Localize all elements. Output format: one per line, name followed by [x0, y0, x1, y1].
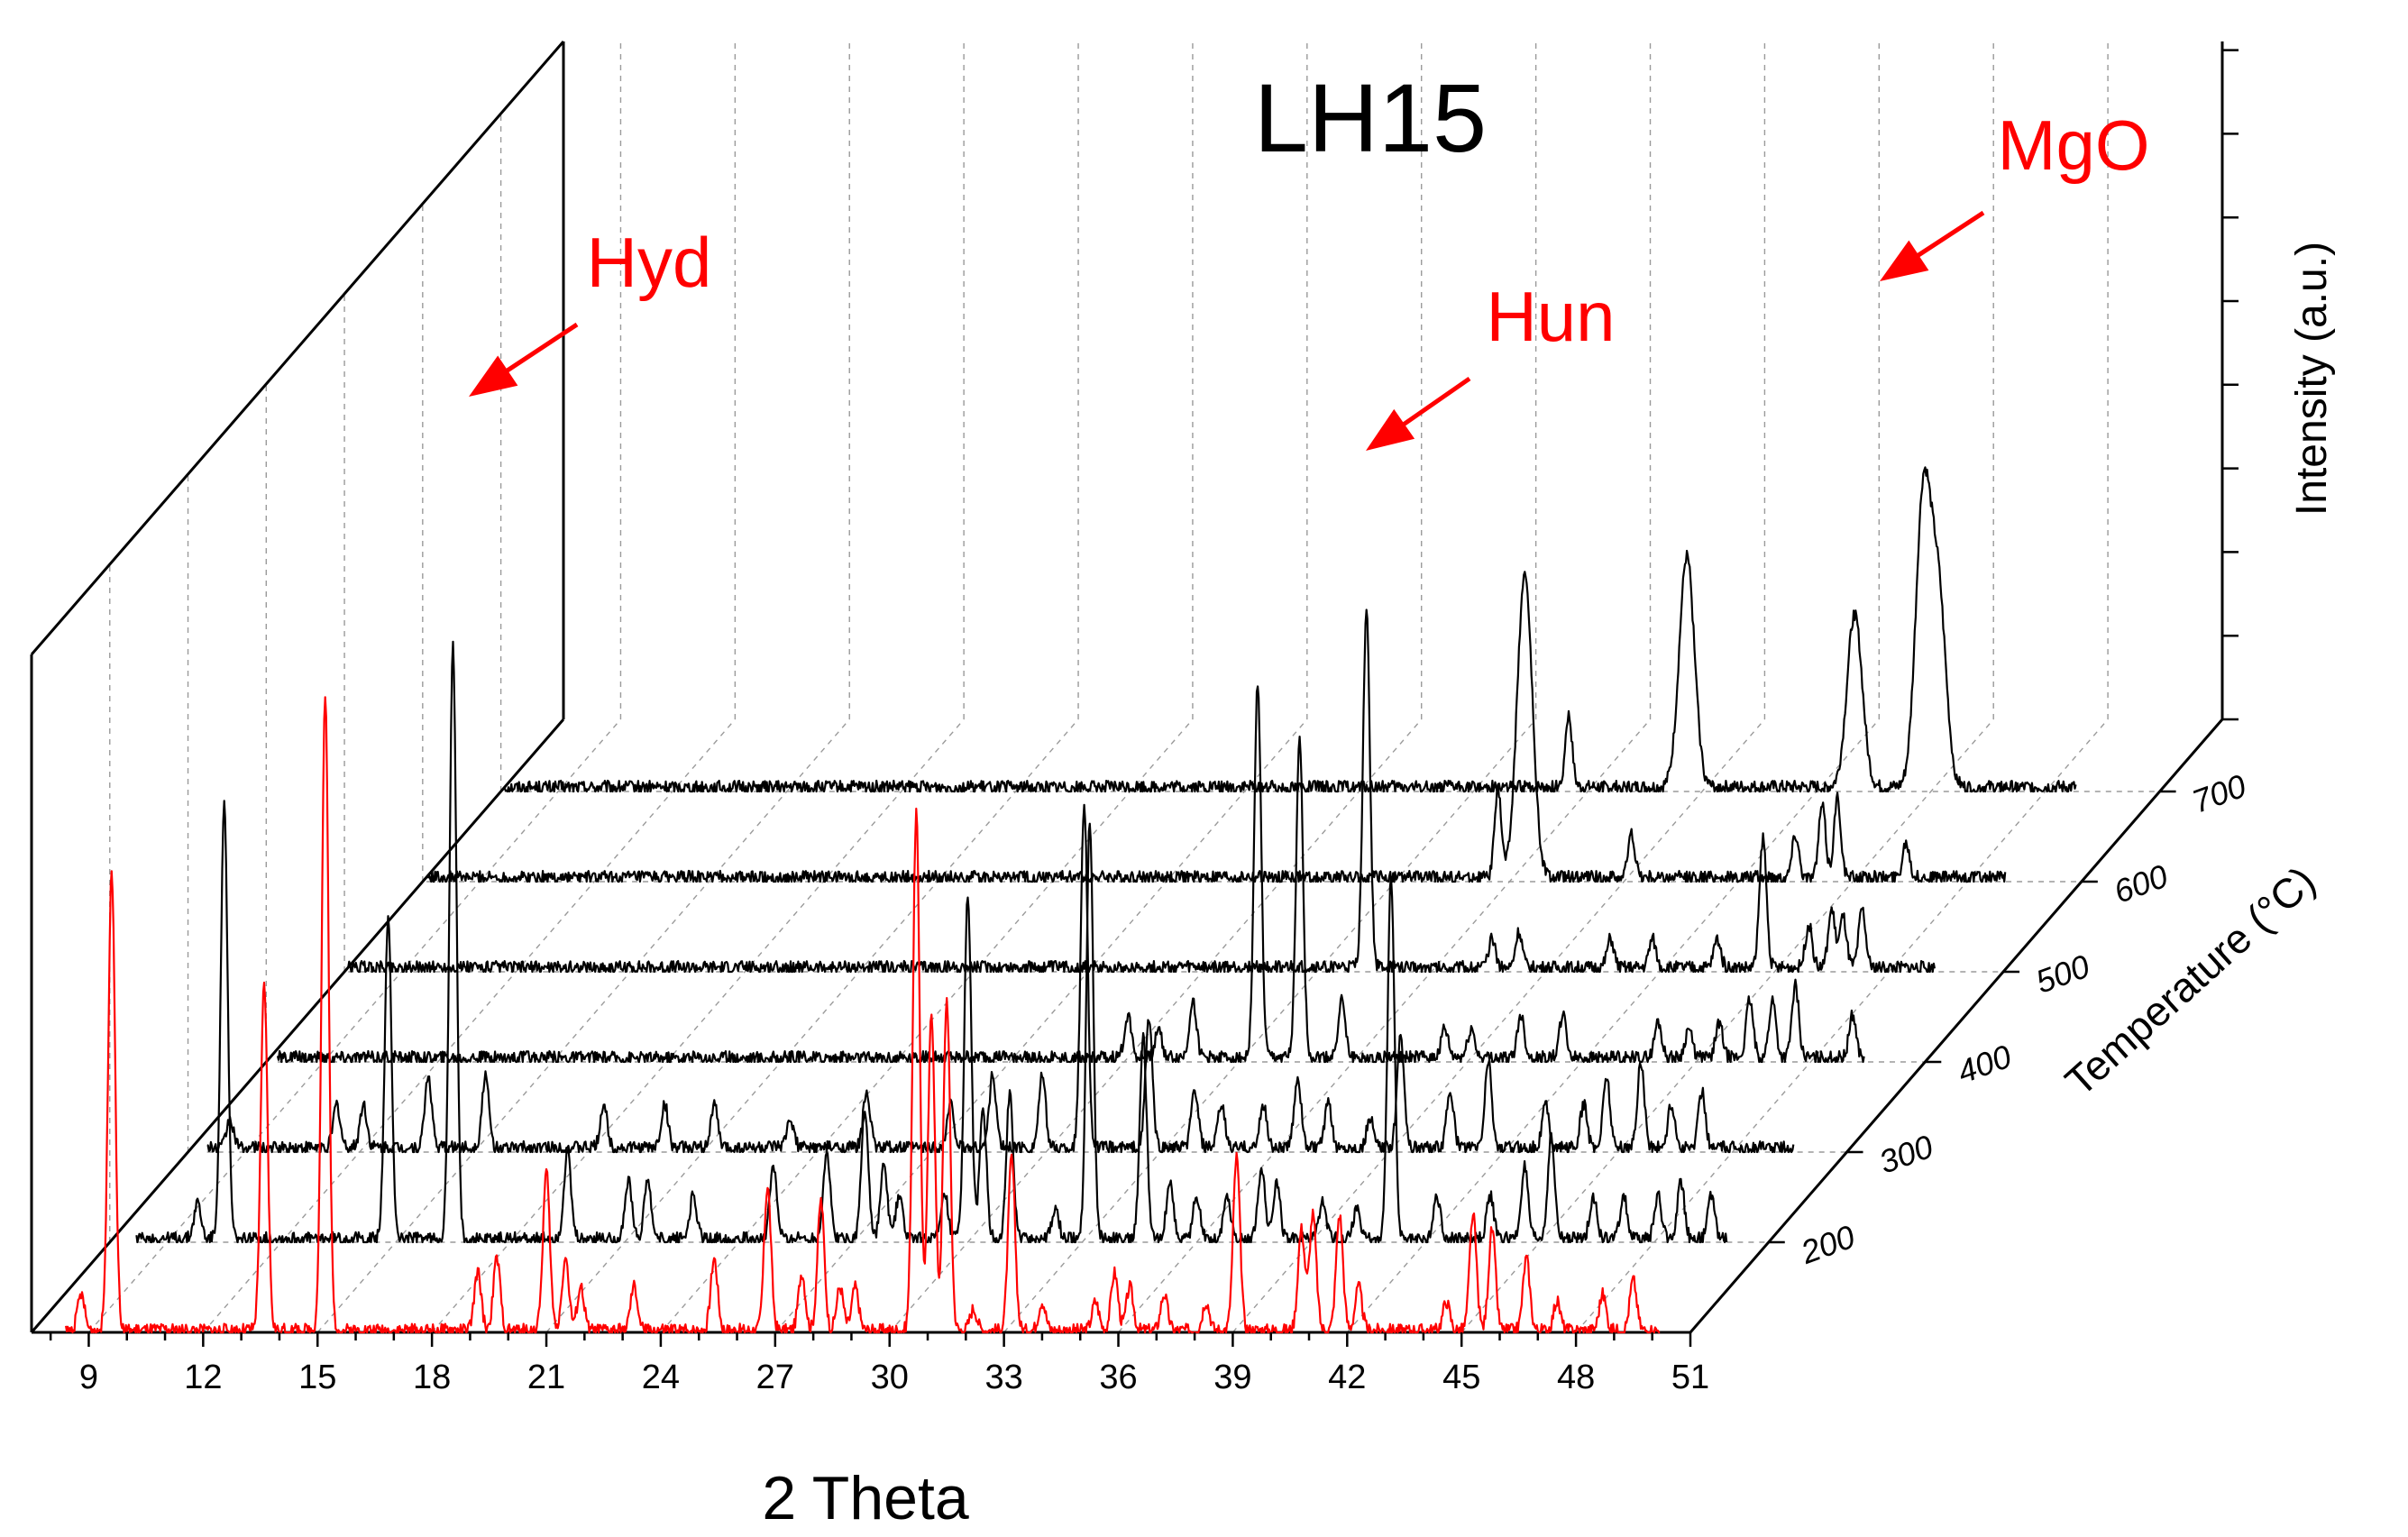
series-line-400 [276, 685, 1865, 1064]
x-tick-label: 12 [184, 1359, 222, 1396]
temperature-tick-label: 200 [1795, 1218, 1859, 1271]
temperature-axis-label: Temperature (°C) [2056, 857, 2324, 1105]
x-tick-label: 27 [756, 1359, 794, 1396]
series-layer [65, 466, 2077, 1334]
temperature-tick-label: 300 [1874, 1128, 1937, 1181]
temperature-axis-line [1689, 718, 2224, 1333]
series-line-600 [426, 571, 2007, 883]
series-line-200 [135, 640, 1728, 1244]
annotation-label-mgo: MgO [1997, 105, 2149, 185]
x-tick-label: 51 [1671, 1359, 1709, 1396]
x-tick-label: 42 [1328, 1359, 1366, 1396]
series-line-300 [206, 803, 1795, 1154]
x-tick-label: 24 [642, 1359, 680, 1396]
annotation-arrow-head [1880, 240, 1929, 281]
x-tick-label: 9 [79, 1359, 98, 1396]
left-top-edge [30, 41, 565, 655]
x-tick-label: 21 [527, 1359, 565, 1396]
annotation-label-hyd: Hyd [587, 223, 712, 302]
chart-title: LH15 [1254, 63, 1487, 172]
floor-gridline [1231, 718, 1765, 1333]
x-tick-label: 36 [1099, 1359, 1137, 1396]
x-tick-label: 15 [298, 1359, 336, 1396]
series-line-700 [503, 466, 2077, 793]
x-tick-label: 30 [871, 1359, 909, 1396]
x-tick-label: 33 [984, 1359, 1022, 1396]
temperature-tick-label: 500 [2031, 947, 2094, 1001]
x-tick-label: 45 [1442, 1359, 1480, 1396]
annotation-arrow-head [1366, 408, 1415, 451]
temperature-tick-label: 600 [2109, 857, 2172, 910]
temperature-tick-label: 700 [2187, 767, 2250, 820]
y-axis-label: Intensity (a.u.) [2288, 242, 2336, 516]
series-line-100 [65, 696, 1661, 1334]
annotation-layer: Hyd Hun MgO [469, 105, 2150, 451]
annotation-label-hun: Hun [1486, 277, 1615, 356]
series-line-500 [347, 608, 1936, 974]
x-tick-label: 18 [413, 1359, 451, 1396]
x-axis-label: 2 Theta [762, 1464, 969, 1532]
annotation-arrow-head [469, 355, 518, 397]
floor-left-edge [30, 718, 565, 1333]
temperature-tick-label: 400 [1953, 1038, 2016, 1091]
x-tick-label: 48 [1557, 1359, 1595, 1396]
x-tick-label: 39 [1213, 1359, 1251, 1396]
